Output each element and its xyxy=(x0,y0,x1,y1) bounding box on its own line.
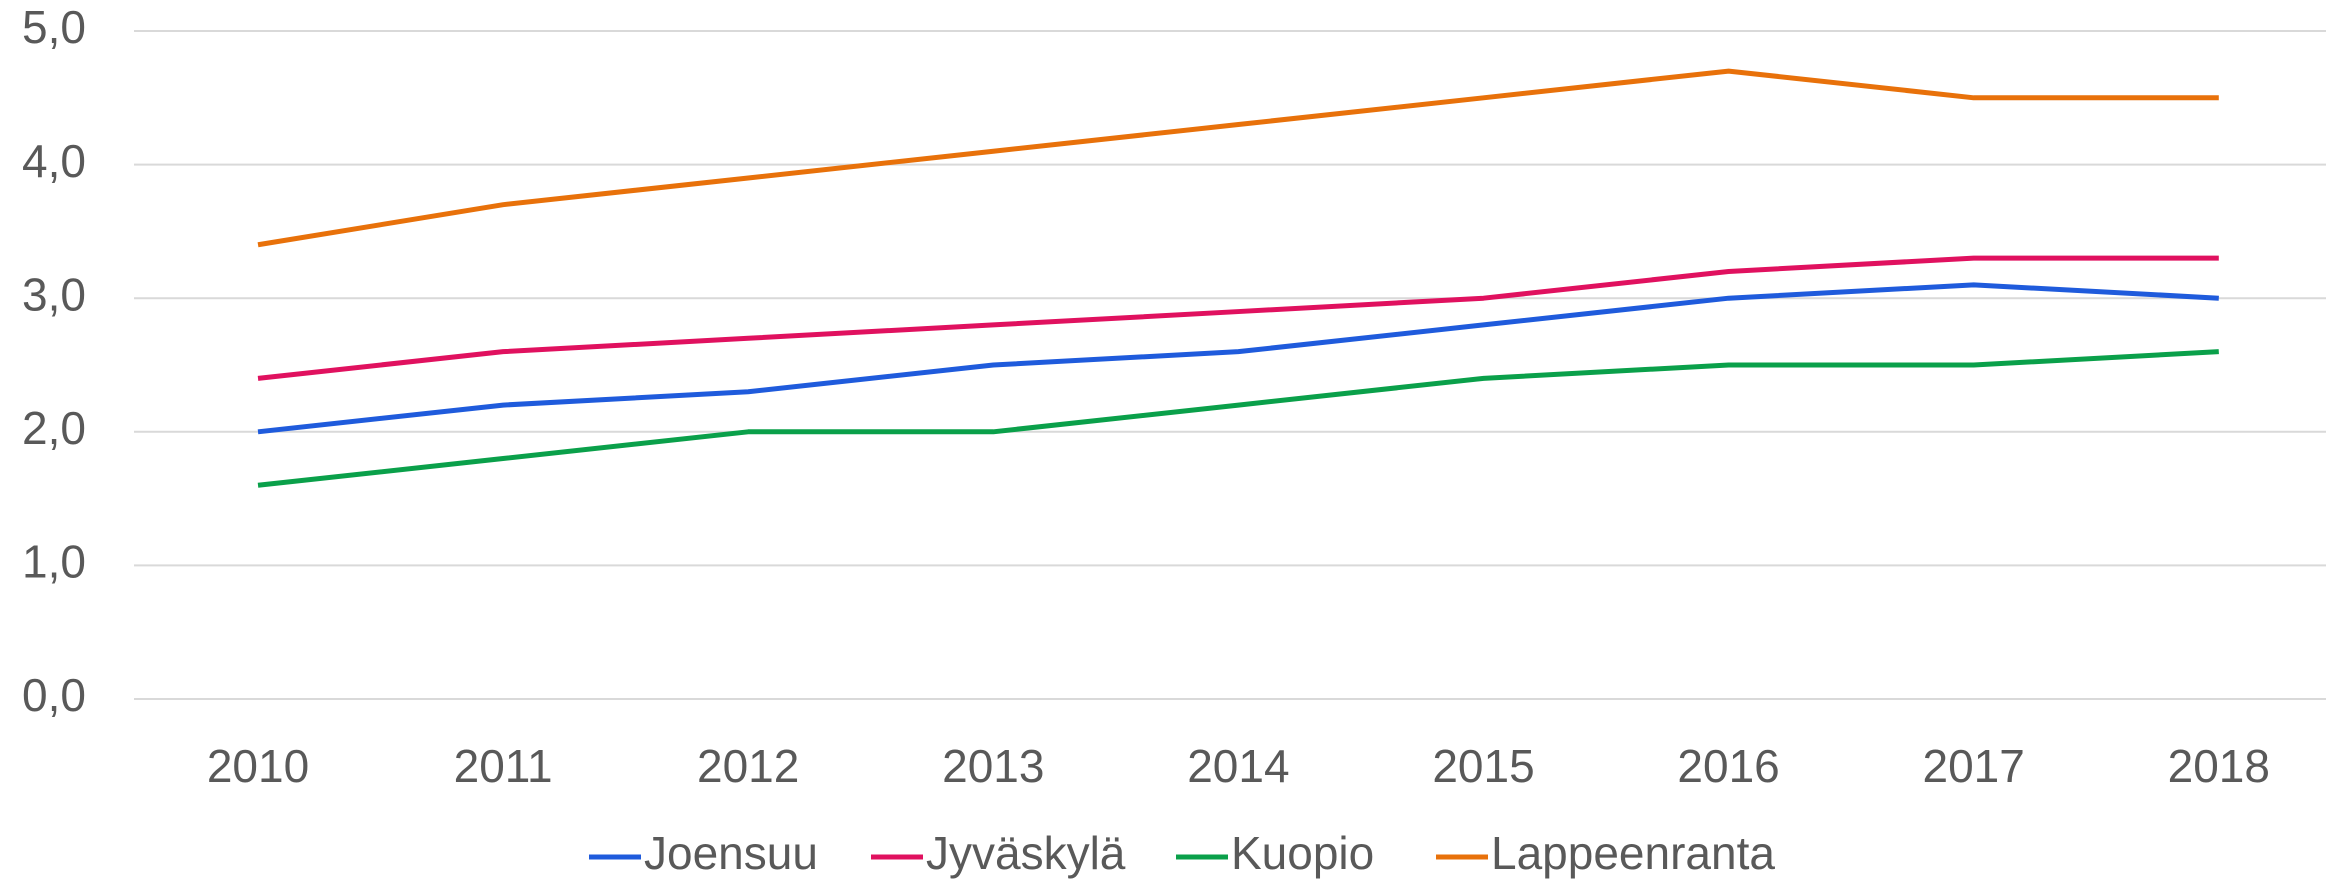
x-tick-label: 2017 xyxy=(1923,740,2025,792)
series-line xyxy=(257,349,2219,488)
legend-label: Jyväskylä xyxy=(926,827,1126,879)
legend-label: Joensuu xyxy=(644,827,818,879)
x-tick-label: 2016 xyxy=(1677,740,1779,792)
x-tick-label: 2014 xyxy=(1187,740,1289,792)
x-tick-label: 2015 xyxy=(1432,740,1534,792)
y-tick-label: 0,0 xyxy=(22,669,86,721)
y-tick-label: 1,0 xyxy=(22,536,86,588)
x-tick-label: 2010 xyxy=(207,740,309,792)
legend-label: Kuopio xyxy=(1231,827,1374,879)
x-tick-label: 2012 xyxy=(697,740,799,792)
series-line xyxy=(257,282,2219,435)
y-tick-label: 4,0 xyxy=(22,135,86,187)
x-tick-label: 2011 xyxy=(454,740,553,792)
y-tick-label: 5,0 xyxy=(22,1,86,53)
x-tick-label: 2013 xyxy=(942,740,1044,792)
series-line xyxy=(257,255,2219,381)
y-tick-label: 3,0 xyxy=(22,268,86,320)
legend-label: Lappeenranta xyxy=(1491,827,1775,879)
x-tick-label: 2018 xyxy=(2168,740,2270,792)
series-line xyxy=(257,68,2219,248)
y-tick-label: 2,0 xyxy=(22,402,86,454)
